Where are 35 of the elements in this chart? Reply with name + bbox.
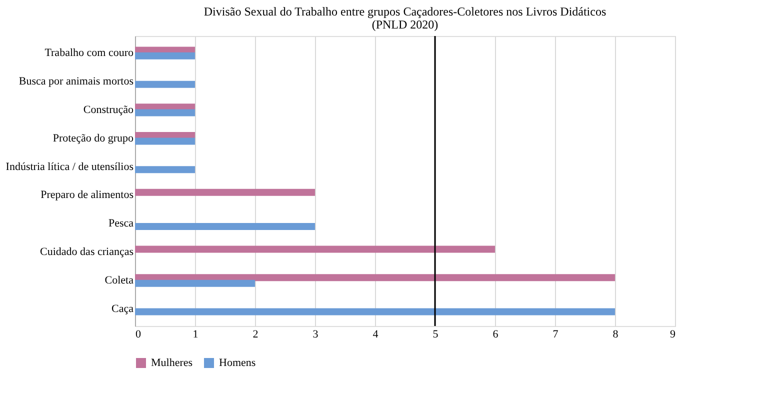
x-tick-label: 8 [612, 328, 619, 340]
y-tick-label: Construção [83, 104, 134, 116]
y-tick-label: Proteção do grupo [52, 132, 134, 144]
x-tick-label: 5 [432, 328, 439, 340]
bar [135, 80, 195, 88]
x-tick-label: 4 [372, 328, 379, 340]
x-tick-label: 3 [312, 328, 319, 340]
bar [135, 246, 495, 253]
bar [135, 308, 615, 316]
y-tick-label: Busca por animais mortos [18, 75, 134, 88]
y-tick-label: Pesca [108, 218, 134, 230]
bar [135, 280, 255, 287]
x-tick-label: 2 [252, 328, 258, 340]
x-tick-label: 7 [552, 328, 559, 340]
chart-subtitle: (PNLD 2020) [372, 17, 438, 32]
y-tick-label: Caça [112, 302, 134, 315]
x-tick-label: 6 [492, 328, 499, 340]
y-tick-label: Preparo de alimentos [40, 189, 134, 202]
x-tick-label: 0 [136, 328, 142, 340]
x-tick-label: 9 [670, 328, 676, 340]
bar [135, 188, 315, 196]
legend-label: Mulheres [151, 357, 193, 369]
y-tick-label: Indústria lítica / de utensílios [6, 160, 134, 173]
bar [135, 166, 195, 174]
bar [135, 274, 615, 282]
x-tick-label: 1 [192, 328, 198, 340]
legend-label: Homens [219, 357, 256, 369]
bar [135, 222, 315, 230]
chart-title: Divisão Sexual do Trabalho entre grupos Caçadores-Coletores nos Livros Didáticos [204, 4, 606, 18]
y-tick-label: Cuidado das crianças [40, 246, 134, 258]
y-tick-label: Coleta [104, 274, 134, 287]
bar [135, 52, 195, 60]
bar [135, 109, 195, 116]
y-tick-label: Trabalho com couro [44, 47, 134, 60]
bar [135, 138, 195, 145]
